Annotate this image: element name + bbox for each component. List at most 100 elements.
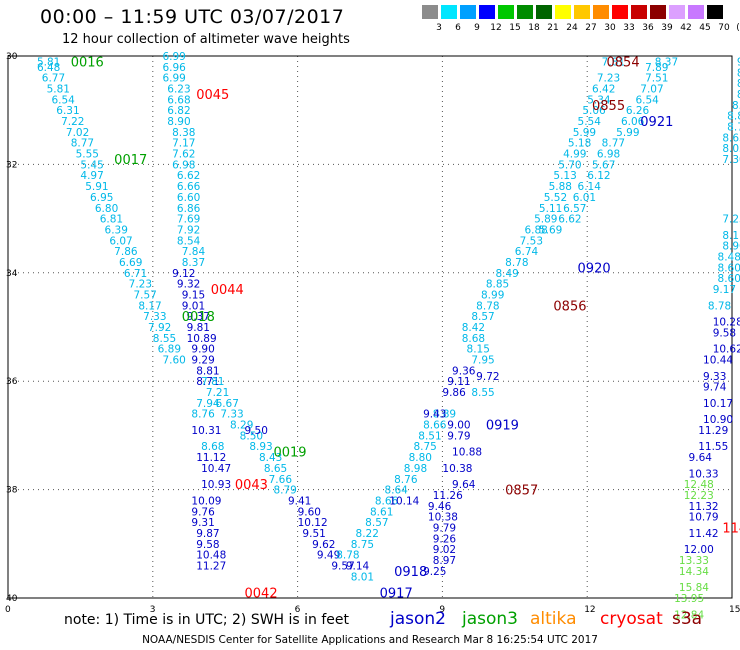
wave-height-point: 8.60 [718, 262, 740, 274]
wave-height-point: 6.82 [167, 105, 190, 117]
wave-height-point: 8.05 [722, 143, 740, 155]
wave-height-point: 5.88 [549, 181, 572, 193]
wave-height-point: 5.70 [558, 159, 581, 171]
wave-height-point: 8.79 [273, 485, 296, 497]
wave-height-point: 10.33 [689, 468, 719, 480]
wave-height-point: 7.17 [172, 138, 195, 150]
pass-time-label: 0857 [505, 484, 538, 499]
wave-height-point: 5.91 [85, 181, 108, 193]
wave-height-point: 6.67 [216, 398, 239, 410]
wave-height-point: 6.54 [635, 94, 659, 106]
colorbar-swatch [612, 5, 628, 19]
wave-height-point: 8.57 [365, 517, 388, 529]
wave-height-point: 7.07 [640, 84, 663, 96]
colorbar-label: (ft) [736, 23, 740, 33]
colorbar-label: 70 [718, 23, 730, 33]
x-tick-label: 9 [439, 605, 445, 615]
wave-height-point: 7.57 [133, 289, 156, 301]
wave-height-point: 10.62 [713, 344, 740, 356]
wave-height-point: 10.38 [428, 512, 458, 524]
wave-height-point: 8.89 [433, 409, 456, 421]
wave-height-point: 8.66 [423, 420, 447, 432]
wave-height-point: 9.50 [245, 425, 268, 437]
wave-height-point: 8.80 [409, 452, 432, 464]
pass-time-label: 0918 [394, 565, 427, 580]
wave-height-point: 12.48 [684, 479, 714, 491]
wave-height-point: 9.64 [689, 452, 713, 464]
wave-height-point: 8.3 [737, 67, 740, 79]
wave-height-point: 7.23 [129, 279, 152, 291]
wave-height-point: 12.00 [684, 544, 714, 556]
wave-height-point: 8.55 [471, 387, 494, 399]
pass-time-label: 0856 [553, 299, 586, 314]
wave-height-point: 7.30 [722, 154, 740, 166]
wave-height-point: 13.95 [674, 593, 704, 605]
wave-height-point: 7.23 [597, 73, 620, 85]
wave-height-point: 8.54 [177, 235, 201, 247]
colorbar-swatch [517, 5, 533, 19]
y-tick-label: 36 [6, 377, 18, 387]
wave-height-point: 8.42 [462, 322, 485, 334]
colorbar-label: 39 [661, 23, 673, 33]
wave-height-point: 9.32 [177, 279, 200, 291]
colorbar-label: 9 [474, 23, 480, 33]
wave-height-point: 9.81 [187, 322, 210, 334]
footer-credit: NOAA/NESDIS Center for Satellite Applica… [142, 634, 598, 646]
wave-height-point: 7.33 [143, 311, 166, 323]
wave-height-point: 7.95 [471, 355, 494, 367]
wave-height-point: 5.81 [47, 84, 70, 96]
wave-height-point: 7.69 [177, 214, 200, 226]
colorbar-swatch [555, 5, 571, 19]
wave-height-point: 10.88 [452, 447, 482, 459]
wave-height-point: 8.17 [138, 300, 161, 312]
pass-time-label: 0045 [196, 88, 229, 103]
wave-height-point: 7.92 [148, 322, 171, 334]
wave-height-point: 7.81 [602, 56, 625, 68]
wave-height-point: 8.7 [737, 89, 740, 101]
wave-height-point: 5.69 [539, 224, 562, 236]
colorbar-swatch [688, 5, 704, 19]
x-tick-label: 3 [150, 605, 156, 615]
page-title: 00:00 – 11:59 UTC 03/07/2017 [40, 6, 345, 28]
wave-height-point: 6.81 [100, 214, 123, 226]
wave-height-point: 10.14 [389, 495, 419, 507]
pass-time-label: 0016 [71, 55, 104, 70]
wave-height-point: 6.69 [119, 257, 142, 269]
wave-height-point: 9.72 [476, 371, 499, 383]
wave-height-point: 8.64 [384, 485, 408, 497]
wave-height-point: 8.97 [433, 555, 456, 567]
wave-height-point: 7.86 [114, 246, 138, 258]
colorbar-swatch [441, 5, 457, 19]
wave-height-point: 4.97 [80, 170, 103, 182]
wave-height-point: 8.65 [264, 463, 287, 475]
wave-height-point: 10.90 [703, 414, 733, 426]
pass-time-label: 0921 [640, 115, 673, 130]
wave-height-point: 6.98 [597, 149, 620, 161]
wave-height-point: 6.54 [51, 94, 75, 106]
wave-height-point: 8.59 [732, 100, 740, 112]
wave-height-point: 9.12 [172, 268, 195, 280]
wave-height-point: 8.38 [172, 127, 195, 139]
pass-time-label: 0017 [114, 153, 147, 168]
wave-height-point: 6.96 [162, 62, 186, 74]
wave-height-point: 6.71 [124, 268, 147, 280]
wave-height-point: 6.31 [56, 105, 79, 117]
wave-height-point: 10.93 [201, 479, 231, 491]
wave-height-point: 6.95 [90, 192, 113, 204]
colorbar-label: 33 [623, 23, 635, 33]
wave-height-point: 9.90 [191, 344, 214, 356]
wave-height-point: 9.33 [703, 371, 726, 383]
wave-height-point: 9.11 [447, 376, 470, 388]
wave-height-point: 10.79 [689, 512, 719, 524]
wave-height-point: 8.50 [240, 430, 263, 442]
wave-height-point: 11.32 [689, 501, 719, 513]
wave-height-point: 8.51 [418, 430, 441, 442]
wave-height-point: 4.99 [563, 149, 586, 161]
wave-height-point: 9.51 [302, 528, 325, 540]
wave-height-point: 6.12 [587, 170, 610, 182]
wave-height-point: 7.51 [645, 73, 668, 85]
wave-height-point: 6.89 [158, 344, 181, 356]
colorbar-swatch [498, 5, 514, 19]
colorbar-label: 30 [604, 23, 616, 33]
wave-height-point: 6.98 [172, 159, 195, 171]
